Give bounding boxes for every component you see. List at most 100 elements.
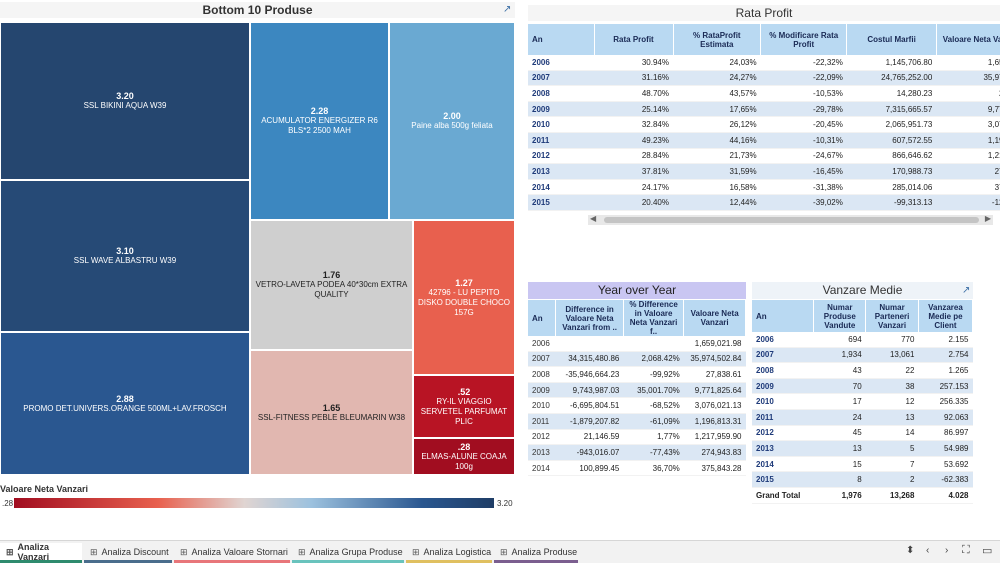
table-row[interactable]: 200630.94%24,03%-22,32%1,145,706.801,659… — [528, 55, 1000, 71]
next-icon[interactable]: › — [945, 545, 949, 556]
treemap-tile[interactable]: 2.00 Paine alba 500g feliata — [389, 22, 515, 220]
sheet-tab[interactable]: ⊞ Analiza Produse — [494, 543, 578, 563]
column-header[interactable]: Difference in Valoare Neta Vanzari from … — [555, 300, 624, 336]
column-header[interactable]: Vanzarea Medie pe Client — [918, 300, 974, 332]
table-row[interactable]: 200925.14%17,65%-29,78%7,315,665.579,771… — [528, 101, 1000, 118]
column-header[interactable]: % Difference in Valoare Neta Vanzari f.. — [623, 300, 685, 336]
external-link-icon[interactable]: ↗ — [503, 4, 512, 15]
treemap-tile[interactable]: .52 RY-IL VIAGGIO SERVETEL PARFUMAT PLIC — [413, 375, 515, 438]
table-row[interactable]: 2010 17 12 256.335 — [752, 393, 973, 410]
table-cell: -124,766 — [936, 194, 1000, 211]
column-header[interactable]: Costul Marfii — [846, 24, 937, 55]
scroll-right-icon[interactable]: ▶ — [984, 214, 991, 223]
treemap-tile[interactable]: 2.28 ACUMULATOR ENERGIZER R6 BLS*2 2500 M… — [250, 22, 389, 220]
column-header[interactable]: % RataProfit Estimata — [673, 24, 762, 55]
table-row[interactable]: 2009 70 38 257.153 — [752, 378, 973, 395]
table-cell: 20.40% — [594, 194, 673, 211]
table-row[interactable]: 2014 15 7 53.692 — [752, 456, 973, 473]
sheet-tab[interactable]: ⊞ Analiza Valoare Stornari — [174, 543, 290, 563]
table-row[interactable]: 201228.84%21,73%-24,67%866,646.621,217,9… — [528, 148, 1000, 165]
table-cell: 1,217,959.90 — [683, 429, 746, 446]
table-cell: -16,45% — [760, 163, 847, 180]
fullscreen-icon[interactable]: ⛶ — [962, 544, 970, 556]
treemap-tile[interactable]: 2.88 PROMO DET.UNIVERS.ORANGE 500ML+LAV.F… — [0, 332, 250, 475]
sheet-tab[interactable]: ⊞ Analiza Discount — [84, 543, 172, 563]
sheet-tab[interactable]: ⊞ Analiza Logistica — [406, 543, 492, 563]
table-row[interactable]: 2011 -1,879,207.82 -61,09% 1,196,813.31 — [528, 413, 746, 430]
row-year: 2008 — [752, 362, 814, 379]
more-icon[interactable]: ⬍ — [906, 545, 915, 556]
tab-label: Analiza Produse — [511, 547, 578, 557]
table-row[interactable]: 2012 21,146.59 1,77% 1,217,959.90 — [528, 429, 746, 446]
row-year: 2009 — [528, 382, 556, 399]
table-row[interactable]: 2013 13 5 54.989 — [752, 440, 973, 457]
table-cell: 15 — [813, 456, 866, 473]
tile-label: RY-IL VIAGGIO SERVETEL PARFUMAT PLIC — [420, 396, 508, 426]
table-row[interactable]: 2008 -35,946,664.23 -99,92% 27,838.61 — [528, 366, 746, 383]
table-row[interactable]: 201520.40%12,44%-39,02%-99,313.13-124,76… — [528, 194, 1000, 211]
sheet-tab[interactable]: ⊞ Analiza Grupa Produse — [292, 543, 404, 563]
table-row[interactable]: 2011 24 13 92.063 — [752, 409, 973, 426]
table-cell: 53.692 — [918, 456, 973, 473]
external-link-icon[interactable]: ↗ — [962, 285, 971, 296]
table-row[interactable]: 2007 34,315,480.86 2,068.42% 35,974,502.84 — [528, 351, 746, 368]
grand-total-row: Grand Total30.52%23,57%-22,77%37,137,765… — [528, 209, 1000, 214]
comment-icon[interactable]: ▭ — [982, 545, 993, 557]
treemap-tile[interactable]: .28 ELMAS-ALUNE COAJA 100g — [413, 438, 515, 475]
row-year: 2011 — [528, 132, 594, 149]
table-cell: 35,974,502 — [936, 70, 1000, 87]
treemap-tile[interactable]: 1.65 SSL-FITNESS PEBLE BLEUMARIN W38 — [250, 350, 413, 475]
scroll-left-icon[interactable]: ◀ — [590, 214, 597, 223]
column-header[interactable]: An — [752, 300, 815, 332]
column-header[interactable]: % Modificare Rata Profit — [760, 24, 848, 55]
table-row[interactable]: 2013 -943,016.07 -77,43% 274,943.83 — [528, 444, 746, 461]
horizontal-scrollbar[interactable]: ◀ ▶ — [588, 214, 993, 225]
table-row[interactable]: 201149.23%44,16%-10,31%607,572.551,196,8… — [528, 132, 1000, 149]
table-cell: -29,78% — [760, 101, 847, 118]
table-row[interactable]: 2007 1,934 13,061 2.754 — [752, 347, 973, 364]
table-cell: 34,315,480.86 — [555, 351, 624, 368]
table-cell: -1,879,207.82 — [555, 413, 624, 430]
table-cell: 13 — [865, 409, 919, 426]
table-row[interactable]: 201032.84%26,12%-20,45%2,065,951.733,076… — [528, 116, 1000, 133]
table-cell: 285,014.06 — [846, 179, 937, 196]
table-row[interactable]: 2009 9,743,987.03 35,001.70% 9,771,825.64 — [528, 382, 746, 399]
table-row[interactable]: 2015 8 2 -62.383 — [752, 471, 973, 488]
column-header[interactable]: Numar Produse Vandute — [813, 300, 867, 332]
table-cell: 48.70% — [594, 85, 673, 102]
table-row[interactable]: 2008 43 22 1.265 — [752, 362, 973, 379]
column-header[interactable]: Rata Profit — [594, 24, 674, 55]
table-row[interactable]: 2014 100,899.45 36,70% 375,843.28 — [528, 460, 746, 477]
treemap-tile[interactable]: 3.10 SSL WAVE ALBASTRU W39 — [0, 180, 250, 332]
table-cell: 274,943 — [936, 163, 1000, 180]
table-cell: 16,58% — [673, 179, 761, 196]
tab-grid-icon: ⊞ — [412, 546, 420, 557]
row-year: 2014 — [528, 179, 594, 196]
column-header[interactable]: An — [528, 300, 557, 336]
table-cell: -31,38% — [760, 179, 847, 196]
treemap-tile[interactable]: 1.27 42796 - LU PEPITO DISKO DOUBLE CHOCO… — [413, 220, 515, 375]
prev-icon[interactable]: ‹ — [926, 545, 930, 556]
table-cell: 9,743,987.03 — [555, 382, 624, 399]
column-header[interactable]: Valoare Neta Vanzari — [936, 24, 1000, 55]
column-header[interactable]: Numar Parteneri Vanzari — [865, 300, 919, 332]
total-cell: 4.028 — [918, 486, 973, 504]
tab-label: Analiza Discount — [101, 547, 169, 557]
table-cell: 9,771,825.64 — [683, 382, 746, 399]
table-row[interactable]: 2006 1,659,021.98 — [528, 336, 746, 352]
treemap-tile[interactable]: 3.20 SSL BIKINI AQUA W39 — [0, 22, 250, 180]
tile-value: 1.76 — [322, 270, 341, 280]
table-row[interactable]: 2010 -6,695,804.51 -68,52% 3,076,021.13 — [528, 397, 746, 414]
table-row[interactable]: 2007 31.16% 24,27% -22,09% 24,765,252.00 35,9… — [528, 70, 1000, 87]
column-header[interactable]: Valoare Neta Vanzari — [683, 300, 746, 336]
treemap-tile[interactable]: 1.76 VETRO-LAVETA PODEA 40*30cm EXTRA QUA… — [250, 220, 413, 350]
column-header[interactable]: An — [528, 24, 595, 55]
table-cell: 17,65% — [673, 101, 761, 118]
sheet-tab[interactable]: ⊞ Analiza Vanzari — [0, 542, 82, 563]
scrollbar-thumb[interactable] — [604, 217, 979, 223]
table-row[interactable]: 2006 694 770 2.155 — [752, 332, 973, 348]
table-row[interactable]: 2012 45 14 86.997 — [752, 425, 973, 442]
